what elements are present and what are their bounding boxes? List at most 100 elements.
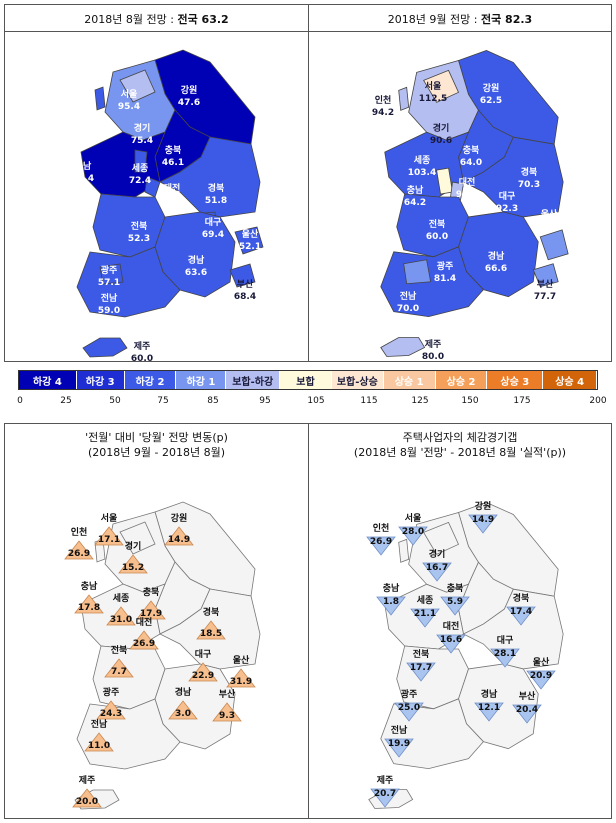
triangle-up-ulsan: 울산 31.9: [224, 656, 258, 696]
region-name: 세종: [112, 594, 130, 604]
region-gwangju: [403, 259, 432, 285]
region-name: 울산: [232, 656, 250, 666]
region-name: 제주: [376, 776, 394, 786]
triangle-up-gwangju: 광주 24.3: [94, 688, 128, 728]
legend-tick: 75: [157, 396, 169, 406]
legend-tick: 25: [60, 396, 72, 406]
region-value: 31.9: [229, 677, 253, 687]
region-label: 충북 46.1: [161, 146, 185, 168]
legend-color-scale: 하강 4 하강 3 하강 2 하강 1 보합-하강 보합 보합-상승 상승 1 상승 2 상승 3…: [18, 370, 598, 390]
panel-title: 2018년 9월 전망 : 전국 82.3: [309, 11, 611, 27]
triangle-down-seoul: 서울 28.0: [396, 514, 430, 554]
region-value: 16.7: [425, 563, 449, 573]
region-value: 15.2: [121, 563, 145, 573]
region-name: 경기: [428, 550, 446, 560]
region-label: 경기 75.4: [130, 124, 154, 146]
legend-tick: 125: [411, 396, 429, 406]
region-value: 31.0: [109, 615, 133, 625]
region-name: 강원: [474, 502, 492, 512]
region-name: 부산: [218, 690, 236, 700]
panel-monthly-change: '전월' 대비 '당월' 전망 변동(p) (2018년 9월 - 2018년 …: [4, 423, 309, 819]
region-value: 17.1: [97, 535, 121, 545]
region-name: 전북: [412, 650, 430, 660]
legend-item: 보합: [280, 371, 332, 389]
legend-item: 상승 1: [383, 371, 436, 389]
region-name: 전남: [390, 726, 408, 736]
region-name: 강원: [170, 514, 188, 524]
triangle-up-chungnam: 충남 17.8: [72, 582, 106, 622]
region-name: 광주: [102, 688, 120, 698]
region-value: 17.7: [409, 663, 433, 673]
region-jeju: [380, 337, 426, 357]
triangle-up-jeonbuk: 전북 7.7: [102, 646, 136, 686]
region-name: 인천: [70, 528, 88, 538]
region-label: 경남 63.6: [184, 256, 208, 278]
region-seoul: [423, 69, 460, 103]
title-line-1: '전월' 대비 '당월' 전망 변동(p): [85, 431, 228, 444]
region-name: 서울: [100, 514, 118, 524]
region-busan: [229, 263, 256, 288]
legend-item: 상승 4: [543, 371, 598, 389]
region-name: 경북: [512, 594, 530, 604]
triangle-down-chungnam: 충남 1.8: [374, 584, 408, 624]
region-incheon: [398, 86, 410, 111]
legend-item: 하강 1: [176, 371, 227, 389]
region-label: 대구 92.3: [495, 192, 519, 214]
region-label: 경기 90.6: [429, 124, 453, 146]
region-daejeon: [450, 181, 464, 201]
region-value: 20.0: [75, 797, 99, 807]
triangle-down-jeonbuk: 전북 17.7: [404, 650, 438, 690]
region-value: 26.9: [67, 549, 91, 559]
triangle-down-jeju: 제주 20.7: [368, 776, 402, 816]
title-line-1: 주택사업자의 체감경기갭: [402, 431, 518, 444]
legend-tick: 105: [307, 396, 325, 406]
region-label: 전남 70.0: [396, 292, 420, 314]
region-name: 광주: [400, 690, 418, 700]
title-prefix: 2018년 8월 전망 :: [84, 13, 178, 26]
region-value: 17.4: [509, 607, 533, 617]
region-value: 16.6: [439, 635, 463, 645]
region-name: 부산: [518, 692, 536, 702]
region-label: 경북 51.8: [204, 184, 228, 206]
region-value: 11.0: [87, 741, 111, 751]
triangle-down-jeonnam: 전남 19.9: [382, 726, 416, 766]
region-sejong: [134, 149, 148, 173]
legend-item: 상승 2: [435, 371, 488, 389]
region-name: 대전: [442, 622, 460, 632]
triangle-up-incheon: 인천 26.9: [62, 528, 96, 568]
region-incheon: [94, 86, 106, 111]
triangle-down-ulsan: 울산 20.9: [524, 658, 558, 698]
region-value: 17.9: [139, 609, 163, 619]
region-label: 대전 69.6: [160, 184, 184, 206]
region-label: 대구 69.4: [201, 218, 225, 240]
triangle-down-gyeongnam: 경남 12.1: [472, 690, 506, 730]
triangle-up-gyeongbuk: 경북 18.5: [194, 608, 228, 648]
region-value: 26.9: [369, 537, 393, 547]
region-label: 광주 57.1: [97, 266, 121, 288]
region-value: 17.8: [77, 603, 101, 613]
region-value: 19.9: [387, 739, 411, 749]
triangle-up-sejong: 세종 31.0: [104, 594, 138, 634]
triangle-down-daegu: 대구 28.1: [488, 636, 522, 676]
legend-tick: 95: [259, 396, 271, 406]
region-label: 인천 94.2: [371, 96, 395, 118]
region-value: 3.0: [175, 709, 191, 719]
triangle-down-incheon: 인천 26.9: [364, 524, 398, 564]
region-label: 대전 96.5: [455, 178, 479, 200]
region-value: 14.9: [471, 515, 495, 525]
region-label: 울산 52.1: [238, 230, 262, 252]
region-value: 20.9: [529, 671, 553, 681]
panel-title: 2018년 8월 전망 : 전국 63.2: [5, 11, 308, 27]
legend-tick: 115: [360, 396, 378, 406]
region-name: 충남: [80, 582, 98, 592]
triangle-up-daejeon: 대전 26.9: [127, 618, 161, 658]
region-label: 강원 62.5: [479, 84, 503, 106]
region-value: 1.8: [383, 597, 399, 607]
region-name: 서울: [404, 514, 422, 524]
region-name: 경남: [174, 688, 192, 698]
region-name: 충북: [142, 588, 160, 598]
region-label: 충북 64.0: [459, 146, 483, 168]
region-name: 경북: [202, 608, 220, 618]
region-value: 20.7: [373, 789, 397, 799]
region-value: 22.9: [191, 671, 215, 681]
